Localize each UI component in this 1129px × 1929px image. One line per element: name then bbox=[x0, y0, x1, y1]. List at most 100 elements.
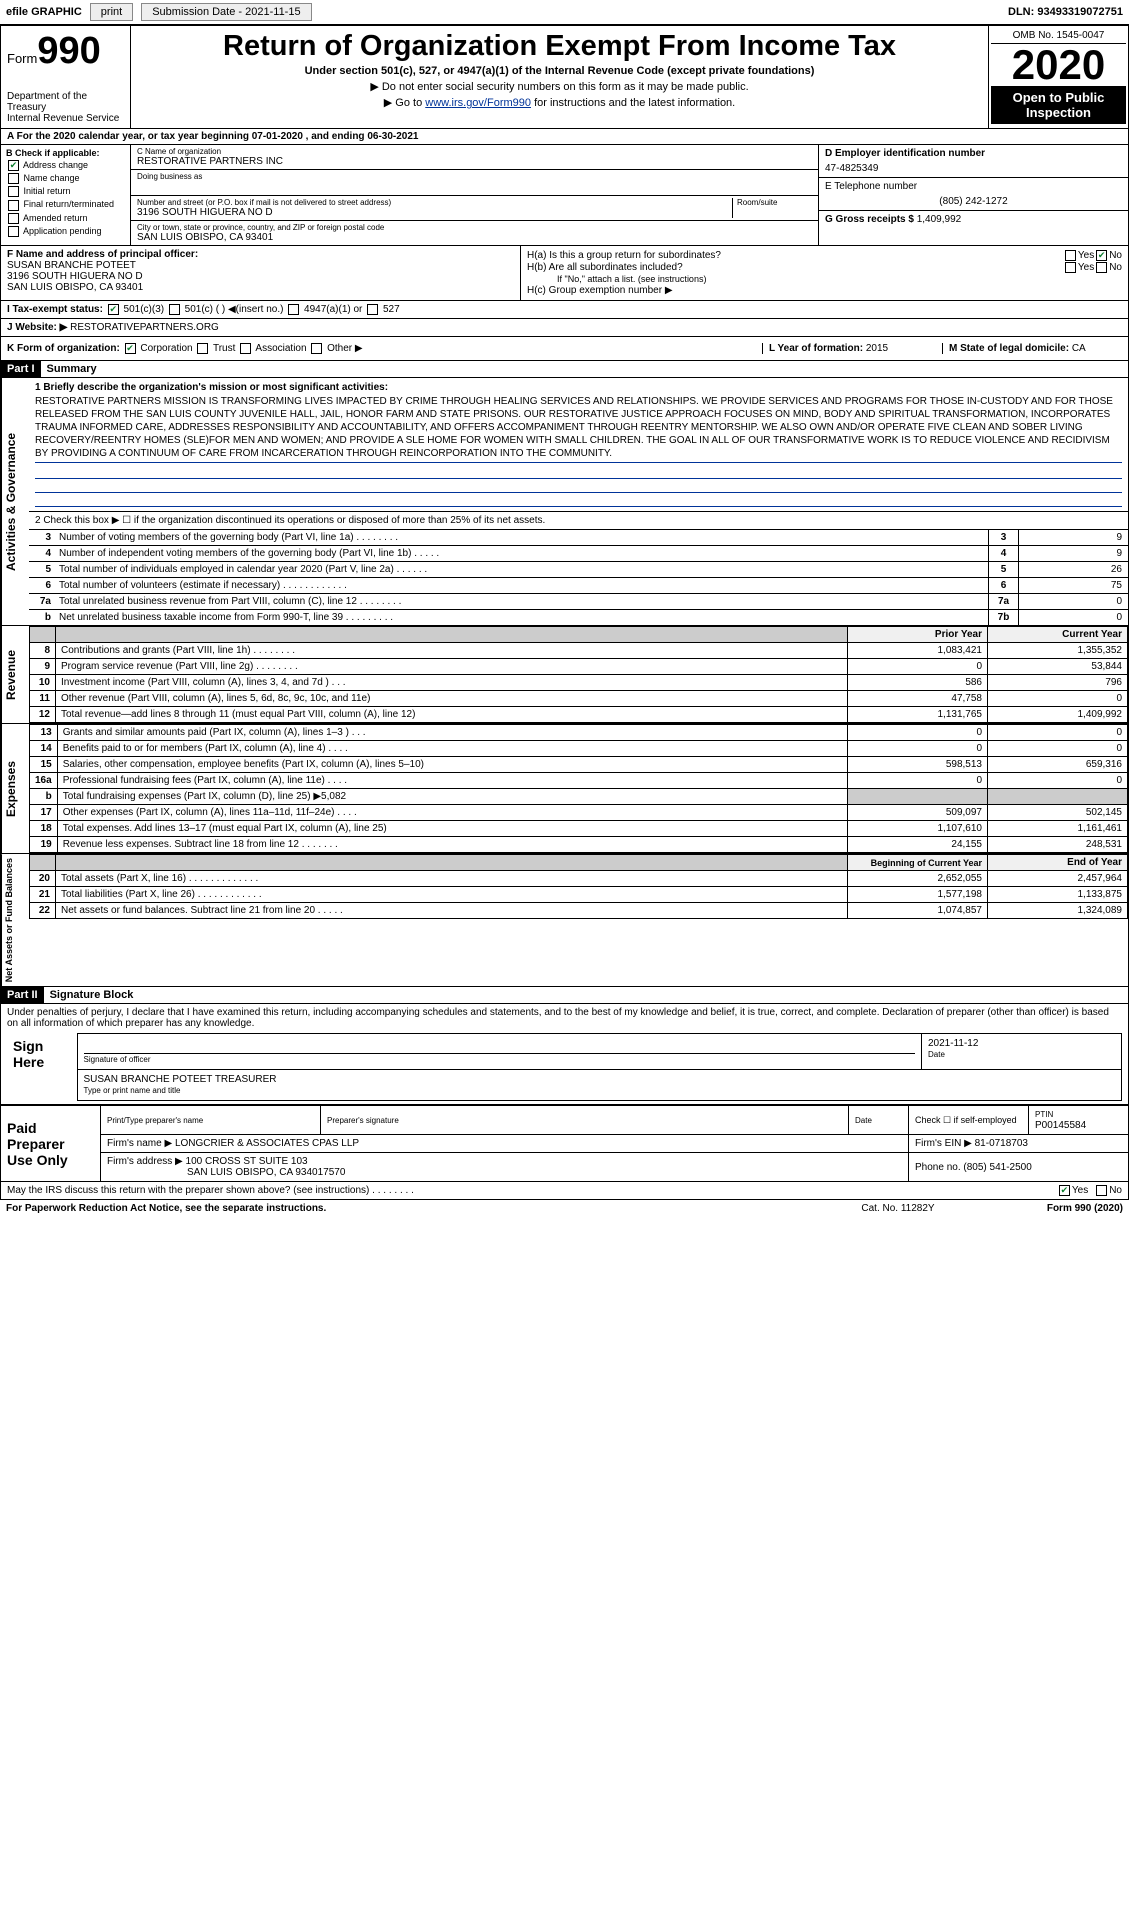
col-b-item[interactable]: Application pending bbox=[6, 226, 125, 237]
preparer-table: Paid Preparer Use Only Print/Type prepar… bbox=[0, 1105, 1129, 1182]
firm-city-value: SAN LUIS OBISPO, CA 934017570 bbox=[187, 1167, 345, 1178]
officer-cell: F Name and address of principal officer:… bbox=[1, 246, 521, 300]
h-a-label: H(a) Is this a group return for subordin… bbox=[527, 250, 1063, 261]
revenue-section: Revenue Prior YearCurrent Year 8Contribu… bbox=[0, 626, 1129, 724]
firm-phone-label: Phone no. bbox=[915, 1162, 961, 1173]
vtab-netassets: Net Assets or Fund Balances bbox=[1, 854, 29, 986]
stat-row: 3Number of voting members of the governi… bbox=[29, 529, 1128, 545]
col-b-item[interactable]: Address change bbox=[6, 160, 125, 171]
table-row: 19Revenue less expenses. Subtract line 1… bbox=[30, 837, 1128, 853]
form-number: 990 bbox=[37, 30, 100, 72]
print-button[interactable]: print bbox=[90, 3, 133, 21]
gross-value: 1,409,992 bbox=[917, 214, 962, 225]
h-cell: H(a) Is this a group return for subordin… bbox=[521, 246, 1128, 300]
phone-label: E Telephone number bbox=[825, 181, 917, 192]
table-row: 22Net assets or fund balances. Subtract … bbox=[30, 903, 1128, 919]
form-title: Return of Organization Exempt From Incom… bbox=[139, 30, 980, 63]
k-label: K Form of organization: bbox=[7, 343, 120, 354]
col-b-item[interactable]: Name change bbox=[6, 173, 125, 184]
firm-addr-label: Firm's address ▶ bbox=[107, 1156, 183, 1167]
ein-value: 47-4825349 bbox=[825, 163, 1122, 174]
firm-ein-label: Firm's EIN ▶ bbox=[915, 1138, 972, 1149]
tax-status-option[interactable]: 527 bbox=[365, 304, 399, 315]
tax-status-row: I Tax-exempt status: 501(c)(3) 501(c) ( … bbox=[0, 301, 1129, 319]
firm-phone-value: (805) 541-2500 bbox=[963, 1162, 1031, 1173]
address-value: 3196 SOUTH HIGUERA NO D bbox=[137, 207, 732, 218]
year-formation-value: 2015 bbox=[866, 343, 888, 354]
stat-row: bNet unrelated business taxable income f… bbox=[29, 609, 1128, 625]
prep-date-label: Date bbox=[855, 1116, 872, 1125]
mission-block: 1 Briefly describe the organization's mi… bbox=[29, 378, 1128, 512]
current-year-header: Current Year bbox=[988, 627, 1128, 643]
address-label: Number and street (or P.O. box if mail i… bbox=[137, 198, 732, 207]
table-row: 18Total expenses. Add lines 13–17 (must … bbox=[30, 821, 1128, 837]
org-name-label: C Name of organization bbox=[137, 147, 812, 156]
bcy-header: Beginning of Current Year bbox=[848, 855, 988, 871]
table-row: 16aProfessional fundraising fees (Part I… bbox=[30, 773, 1128, 789]
tax-status-option[interactable]: 501(c) ( ) ◀(insert no.) bbox=[167, 304, 286, 315]
tax-year: 2020 bbox=[991, 44, 1126, 86]
form-note-1: ▶ Do not enter social security numbers o… bbox=[139, 80, 980, 93]
h-c-label: H(c) Group exemption number ▶ bbox=[527, 285, 1122, 296]
top-bar: efile GRAPHIC print Submission Date - 20… bbox=[0, 0, 1129, 25]
discuss-no-checkbox[interactable] bbox=[1096, 1185, 1107, 1196]
col-c-org: C Name of organizationRESTORATIVE PARTNE… bbox=[131, 145, 818, 245]
org-name: RESTORATIVE PARTNERS INC bbox=[137, 156, 812, 167]
expenses-section: Expenses 13Grants and similar amounts pa… bbox=[0, 724, 1129, 854]
city-value: SAN LUIS OBISPO, CA 93401 bbox=[137, 232, 812, 243]
gross-label: G Gross receipts $ bbox=[825, 214, 914, 225]
stat-row: 4Number of independent voting members of… bbox=[29, 545, 1128, 561]
tax-status-option[interactable]: 501(c)(3) bbox=[106, 304, 167, 315]
irs-link[interactable]: www.irs.gov/Form990 bbox=[425, 97, 531, 109]
ha-no-checkbox[interactable] bbox=[1096, 250, 1107, 261]
officer-group-row: F Name and address of principal officer:… bbox=[0, 246, 1129, 301]
k-option[interactable]: Trust bbox=[195, 343, 238, 354]
state-domicile-label: M State of legal domicile: bbox=[949, 343, 1069, 354]
prep-sig-label: Preparer's signature bbox=[327, 1116, 399, 1125]
officer-addr1: 3196 SOUTH HIGUERA NO D bbox=[7, 271, 514, 282]
col-b-item[interactable]: Amended return bbox=[6, 213, 125, 224]
firm-name-value: LONGCRIER & ASSOCIATES CPAS LLP bbox=[175, 1138, 359, 1149]
officer-name-cell: SUSAN BRANCHE POTEET TREASURERType or pr… bbox=[77, 1070, 1122, 1101]
dln-label: DLN: 93493319072751 bbox=[1008, 6, 1123, 18]
part2-title: Signature Block bbox=[44, 987, 140, 1003]
table-row: 17Other expenses (Part IX, column (A), l… bbox=[30, 805, 1128, 821]
part1-header: Part I bbox=[1, 361, 41, 377]
vtab-revenue: Revenue bbox=[1, 626, 29, 723]
mission-text: RESTORATIVE PARTNERS MISSION IS TRANSFOR… bbox=[35, 395, 1122, 463]
table-row: 15Salaries, other compensation, employee… bbox=[30, 757, 1128, 773]
prior-year-header: Prior Year bbox=[848, 627, 988, 643]
phone-value: (805) 242-1272 bbox=[825, 196, 1122, 207]
stat-row: 7aTotal unrelated business revenue from … bbox=[29, 593, 1128, 609]
self-employed-cell: Check ☐ if self-employed bbox=[909, 1106, 1029, 1135]
ha-yes-checkbox[interactable] bbox=[1065, 250, 1076, 261]
table-row: 9Program service revenue (Part VIII, lin… bbox=[30, 659, 1128, 675]
netassets-table: Beginning of Current YearEnd of Year 20T… bbox=[29, 854, 1128, 919]
discuss-yes-checkbox[interactable] bbox=[1059, 1185, 1070, 1196]
hb-no-checkbox[interactable] bbox=[1096, 262, 1107, 273]
sig-officer-cell: Signature of officer bbox=[77, 1034, 922, 1070]
form-note-2: ▶ Go to www.irs.gov/Form990 for instruct… bbox=[139, 96, 980, 109]
paid-preparer-label: Paid Preparer Use Only bbox=[1, 1106, 101, 1182]
netassets-section: Net Assets or Fund Balances Beginning of… bbox=[0, 854, 1129, 987]
cat-no: Cat. No. 11282Y bbox=[823, 1203, 973, 1214]
col-b-item[interactable]: Final return/terminated bbox=[6, 199, 125, 210]
submission-date-button[interactable]: Submission Date - 2021-11-15 bbox=[141, 3, 311, 21]
discuss-text: May the IRS discuss this return with the… bbox=[7, 1185, 1057, 1196]
col-b-item[interactable]: Initial return bbox=[6, 186, 125, 197]
hb-yes-checkbox[interactable] bbox=[1065, 262, 1076, 273]
q2-text: 2 Check this box ▶ ☐ if the organization… bbox=[29, 512, 1128, 529]
officer-name: SUSAN BRANCHE POTEET bbox=[7, 260, 514, 271]
table-row: 20Total assets (Part X, line 16) . . . .… bbox=[30, 871, 1128, 887]
declaration-text: Under penalties of perjury, I declare th… bbox=[7, 1007, 1122, 1029]
ein-label: D Employer identification number bbox=[825, 148, 985, 159]
k-option[interactable]: Other ▶ bbox=[309, 343, 362, 354]
state-domicile-value: CA bbox=[1072, 343, 1086, 354]
h-b-label: H(b) Are all subordinates included? bbox=[527, 262, 1063, 273]
prep-name-label: Print/Type preparer's name bbox=[107, 1116, 203, 1125]
website-row: J Website: ▶ RESTORATIVEPARTNERS.ORG bbox=[0, 319, 1129, 337]
k-option[interactable]: Corporation bbox=[123, 343, 196, 354]
tax-status-option[interactable]: 4947(a)(1) or bbox=[286, 304, 365, 315]
k-option[interactable]: Association bbox=[238, 343, 309, 354]
blank-line bbox=[35, 493, 1122, 507]
